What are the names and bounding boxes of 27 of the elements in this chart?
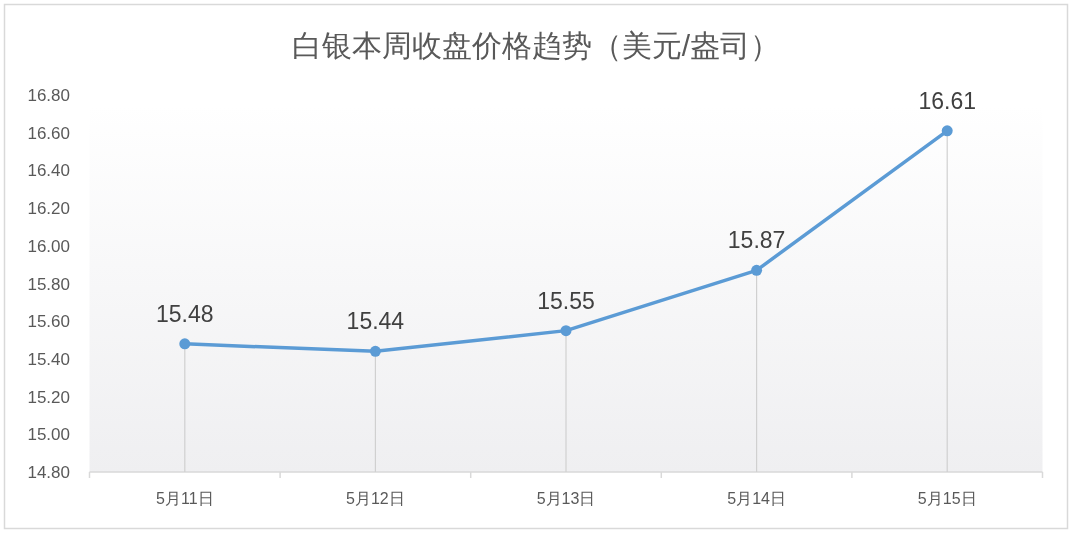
point (560, 325, 572, 337)
point (751, 264, 763, 276)
y-tick-label: 16.40 (27, 161, 70, 181)
y-tick-label: 15.80 (27, 274, 70, 294)
y-tick-label: 16.80 (27, 86, 70, 105)
y-tick-label: 15.60 (27, 312, 70, 332)
y-tick-label: 16.60 (27, 123, 70, 143)
x-tick-label: 5月13日 (536, 490, 596, 507)
y-tick-label: 15.00 (27, 425, 70, 445)
data-label: 15.55 (537, 287, 595, 314)
chart-title: 白银本周收盘价格趋势（美元/盎司） (291, 29, 781, 62)
x-tick-label: 5月14日 (727, 490, 786, 507)
data-label: 15.87 (727, 227, 786, 254)
point (941, 125, 953, 137)
y-tick-label: 15.20 (27, 387, 70, 407)
x-tick-label: 5月11日 (156, 490, 214, 507)
x-tick-label: 5月15日 (917, 490, 977, 507)
point (369, 345, 381, 357)
data-label: 15.44 (346, 308, 405, 335)
data-label: 16.61 (918, 87, 976, 114)
data-label: 15.48 (156, 300, 214, 327)
point (179, 338, 191, 350)
y-tick-label: 15.40 (27, 349, 70, 369)
x-tick-label: 5月12日 (346, 490, 405, 507)
y-tick-label: 16.20 (27, 199, 70, 219)
y-tick-label: 16.00 (27, 236, 70, 256)
y-tick-label: 14.80 (27, 463, 70, 482)
